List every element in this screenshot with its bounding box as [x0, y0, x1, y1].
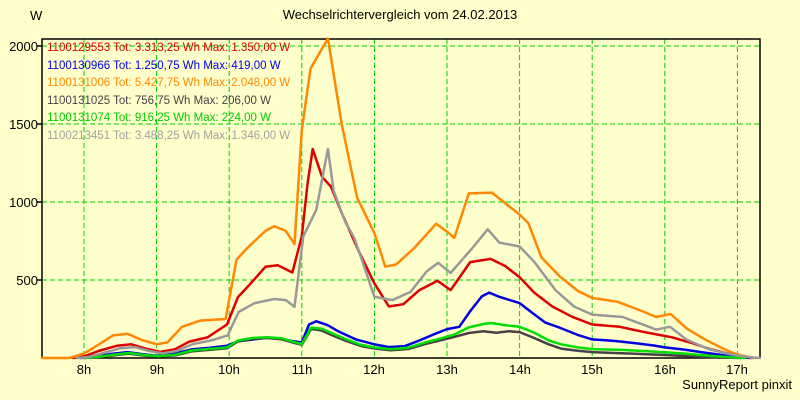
legend-item: 1100131006 Tot: 5.427,75 Wh Max: 2.048,0…	[47, 77, 291, 89]
x-axis-tick-label: 10h	[218, 362, 240, 377]
chart-title: Wechselrichtervergleich vom 24.02.2013	[282, 7, 518, 22]
x-axis-tick-label: 11h	[291, 362, 313, 377]
x-axis-tick-label: 17h	[726, 362, 748, 377]
x-axis-tick-label: 12h	[363, 362, 385, 377]
y-axis-tick-label: 1500	[9, 117, 38, 132]
x-axis-tick-label: 15h	[581, 362, 603, 377]
y-axis-tick-label: 500	[16, 273, 38, 288]
x-axis-tick-label: 14h	[509, 362, 531, 377]
legend-item: 1100131025 Tot: 756,75 Wh Max: 206,00 W	[47, 94, 271, 107]
legend-item: 1100129553 Tot: 3.313,25 Wh Max: 1.350,0…	[47, 42, 291, 54]
y-axis-tick-label: 1000	[9, 195, 38, 210]
y-axis-tick-label: 2000	[9, 39, 38, 54]
legend-item: 1100130966 Tot: 1.250,75 Wh Max: 419,00 …	[47, 59, 281, 72]
x-axis-tick-label: 13h	[436, 362, 458, 377]
y-axis-unit-label: W	[30, 8, 43, 23]
legend-item: 1100213451 Tot: 3.488,25 Wh Max: 1.346,0…	[47, 129, 291, 142]
watermark: SunnyReport pinxit	[682, 377, 792, 392]
x-axis-tick-label: 9h	[149, 362, 165, 377]
x-axis-tick-label: 8h	[76, 362, 92, 377]
legend-item: 1100131074 Tot: 916,25 Wh Max: 224,00 W	[47, 112, 271, 124]
x-axis-tick-label: 16h	[654, 362, 676, 377]
